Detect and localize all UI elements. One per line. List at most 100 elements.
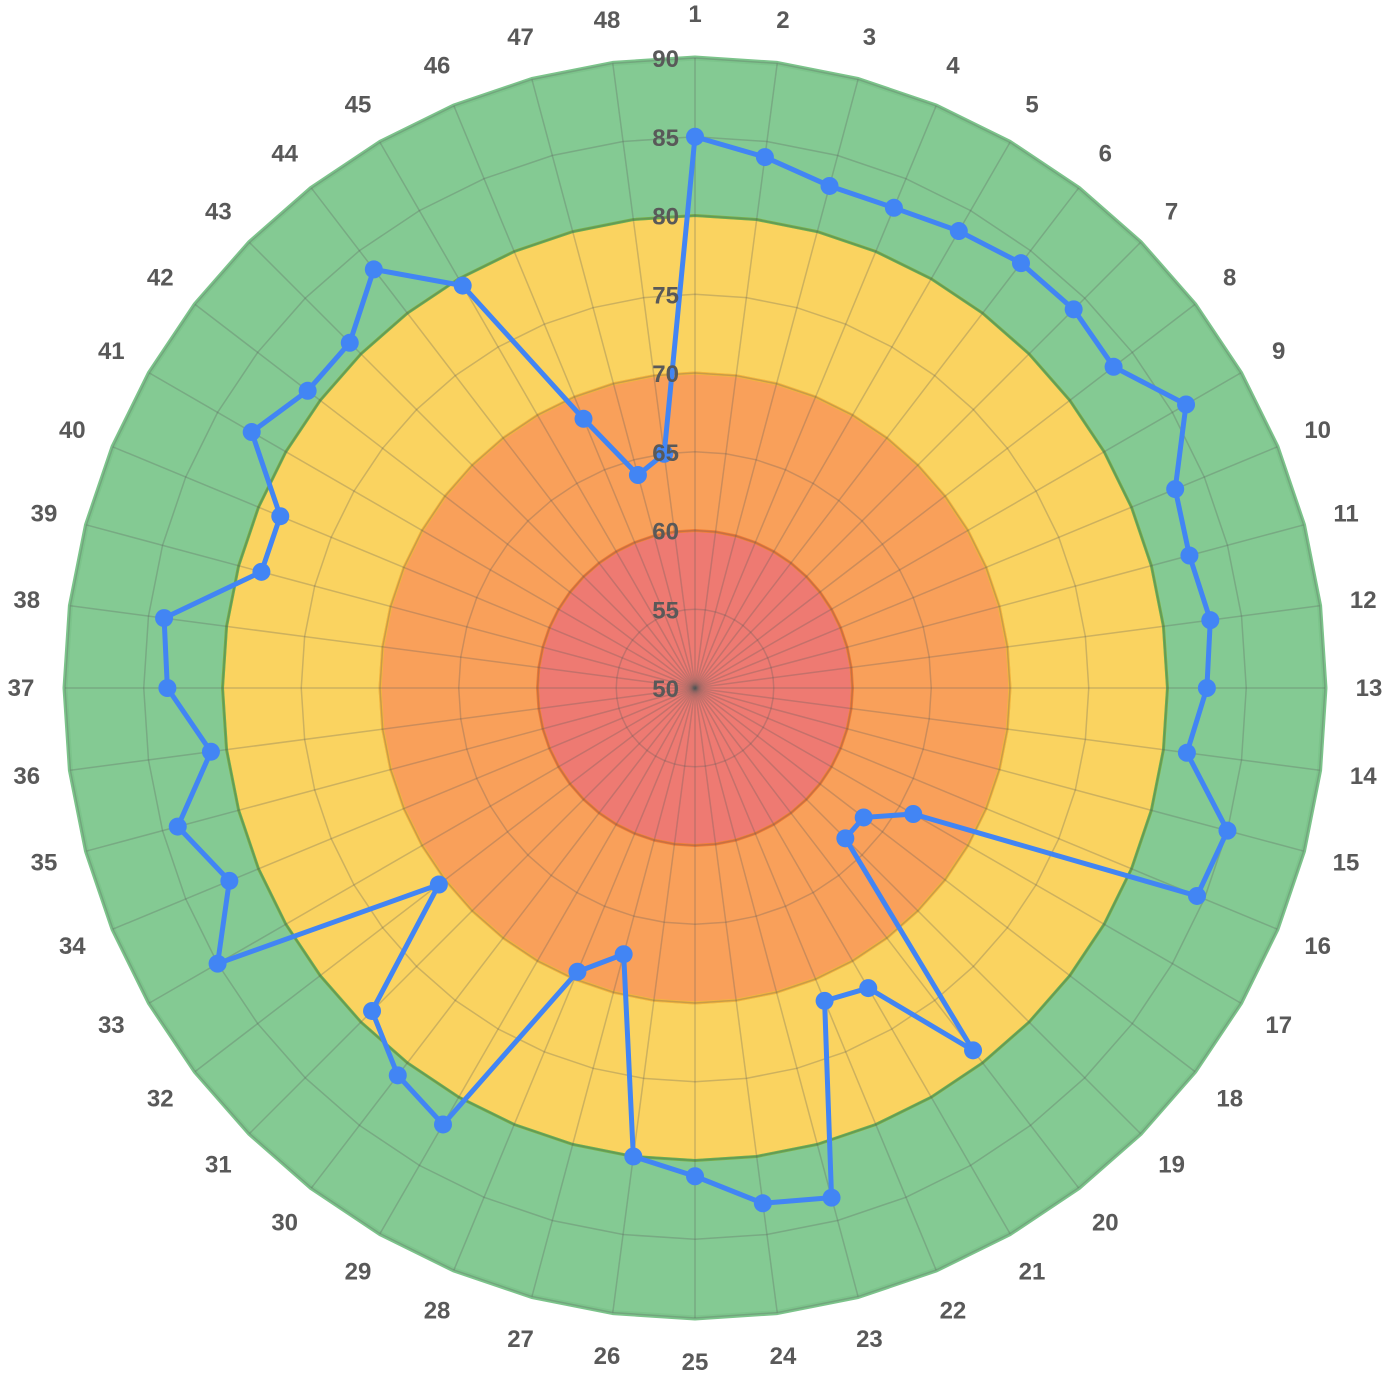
category-label-43: 43: [205, 198, 232, 225]
radial-tick-label-80: 80: [652, 204, 679, 231]
data-point-22: [815, 991, 834, 1010]
data-point-48: [655, 444, 674, 463]
grid-spoke-38: [70, 605, 696, 689]
data-point-34: [220, 871, 239, 890]
data-point-13: [1197, 679, 1216, 697]
category-label-9: 9: [1272, 338, 1285, 365]
data-point-45: [453, 276, 472, 295]
data-point-40: [271, 507, 290, 526]
category-label-12: 12: [1350, 587, 1377, 614]
category-label-14: 14: [1350, 763, 1377, 790]
grid-spoke-45: [379, 142, 696, 689]
data-point-2: [755, 148, 774, 167]
radial-tick-label-90: 90: [652, 46, 679, 73]
category-label-25: 25: [682, 1349, 709, 1376]
grid-spoke-11: [694, 524, 1304, 689]
data-point-15: [1218, 821, 1237, 840]
grid-ring-85: [142, 135, 1248, 1241]
grid-ring-60: [536, 529, 854, 847]
category-label-22: 22: [940, 1298, 967, 1325]
grid-spoke-31: [248, 687, 696, 1135]
category-label-17: 17: [1265, 1012, 1292, 1039]
category-label-46: 46: [424, 52, 451, 79]
category-label-39: 39: [31, 501, 58, 528]
grid-spoke-18: [694, 687, 1196, 1073]
grid-spoke-9: [694, 372, 1241, 689]
grid-spoke-36: [70, 687, 696, 771]
category-label-42: 42: [147, 265, 174, 292]
category-label-27: 27: [507, 1326, 534, 1353]
data-point-44: [364, 260, 383, 279]
data-point-14: [1177, 743, 1196, 762]
data-point-8: [1104, 357, 1123, 376]
grid-spoke-20: [694, 687, 1080, 1189]
data-point-47: [628, 466, 647, 485]
grid-spoke-14: [694, 687, 1320, 771]
grid-layer: [64, 57, 1326, 1319]
data-point-42: [298, 381, 317, 400]
radial-tick-label-60: 60: [652, 519, 679, 546]
category-label-48: 48: [594, 7, 621, 34]
series-layer: [155, 127, 1237, 1213]
category-label-layer: 1 234567891011121314151617181920212223242…: [8, 1, 1383, 1376]
category-label-44: 44: [271, 140, 298, 167]
data-point-11: [1180, 546, 1199, 565]
grid-spoke-47: [531, 79, 696, 689]
category-label-29: 29: [345, 1259, 372, 1286]
category-label-41: 41: [98, 338, 125, 365]
category-label-28: 28: [424, 1298, 451, 1325]
grid-spoke-39: [86, 524, 696, 689]
radial-tick-label-65: 65: [652, 440, 679, 467]
data-point-29: [434, 1115, 452, 1134]
grid-spoke-48: [612, 63, 696, 689]
data-point-3: [820, 176, 839, 195]
category-label-37: 37: [8, 675, 35, 702]
data-point-19: [836, 829, 855, 848]
grid-spoke-21: [694, 687, 1011, 1234]
category-label-8: 8: [1223, 265, 1236, 292]
category-label-24: 24: [770, 1343, 797, 1370]
category-label-4: 4: [946, 52, 960, 79]
data-point-32: [429, 875, 448, 894]
category-label-10: 10: [1304, 417, 1331, 444]
category-label-36: 36: [13, 763, 40, 790]
data-point-24: [753, 1194, 772, 1213]
grid-ring-90: [64, 57, 1326, 1319]
data-point-16: [1188, 886, 1207, 905]
category-label-26: 26: [594, 1343, 621, 1370]
data-point-26: [624, 1147, 643, 1166]
band-boundary-70: [378, 371, 1012, 1005]
data-point-6: [1011, 254, 1030, 273]
data-point-36: [201, 742, 220, 761]
category-label-11: 11: [1333, 501, 1358, 528]
data-point-27: [614, 945, 633, 964]
grid-ring-65: [457, 450, 933, 926]
grid-spoke-34: [112, 687, 696, 930]
grid-ring-75: [300, 293, 1090, 1083]
grid-spoke-33: [149, 687, 696, 1004]
grid-spoke-26: [612, 687, 696, 1313]
data-point-39: [252, 562, 271, 581]
data-point-38: [155, 609, 174, 628]
category-label-23: 23: [856, 1326, 883, 1353]
data-point-37: [158, 679, 177, 697]
data-point-41: [242, 423, 261, 442]
data-point-30: [388, 1066, 407, 1085]
category-label-7: 7: [1165, 198, 1178, 225]
category-label-45: 45: [345, 91, 372, 118]
grid-ring-70: [379, 372, 1011, 1004]
grid-spoke-27: [531, 687, 696, 1297]
grid-spoke-19: [694, 687, 1142, 1135]
data-point-35: [168, 817, 187, 836]
grid-spoke-41: [149, 372, 696, 689]
grid-spoke-35: [86, 687, 696, 852]
category-label-40: 40: [59, 417, 86, 444]
category-label-1: 1: [688, 1, 701, 28]
data-point-28: [568, 962, 587, 981]
data-point-10: [1166, 480, 1185, 499]
data-point-17: [904, 805, 923, 823]
data-point-12: [1201, 611, 1220, 630]
data-point-18: [854, 808, 873, 827]
